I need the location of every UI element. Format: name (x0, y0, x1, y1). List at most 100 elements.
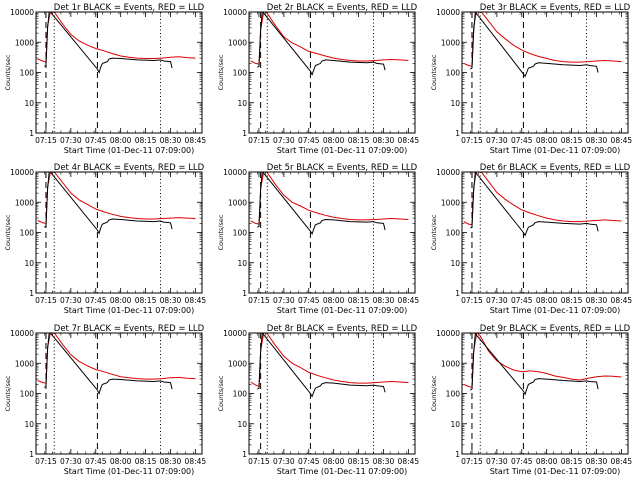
x-axis-label: Start Time (01-Dec-11 07:09:00) (277, 146, 408, 155)
x-tick-label: 07:30 (486, 296, 508, 305)
panel-title: Det 1r BLACK = Events, RED = LLD (54, 3, 205, 13)
x-tick-label: 07:15 (248, 136, 270, 145)
y-tick-label: 100 (446, 69, 461, 78)
detector-panel: Det 3r BLACK = Events, RED = LLD Counts/s… (430, 3, 632, 155)
y-axis-label: Counts/sec (217, 214, 225, 250)
x-tick-label: 07:45 (85, 296, 107, 305)
lld-rate-line (463, 12, 622, 67)
y-tick-label: 1000 (228, 38, 247, 47)
plot-frame (461, 171, 629, 294)
x-tick-label: 08:00 (536, 296, 558, 305)
x-tick-label: 07:30 (273, 457, 295, 466)
panel-title: Det 8r BLACK = Events, RED = LLD (267, 324, 418, 334)
plot-frame (35, 171, 203, 294)
x-tick-label: 07:45 (85, 136, 107, 145)
x-tick-label: 08:45 (185, 136, 207, 145)
y-tick-label: 1 (29, 129, 34, 138)
y-axis-label: Counts/sec (217, 54, 225, 90)
x-tick-label: 08:15 (135, 296, 157, 305)
x-tick-label: 08:00 (323, 457, 345, 466)
y-tick-label: 10 (24, 259, 34, 268)
x-tick-label: 07:15 (248, 296, 270, 305)
y-tick-label: 100 (233, 390, 248, 399)
detector-panel: Det 9r BLACK = Events, RED = LLD Counts/s… (430, 324, 632, 476)
x-tick-label: 07:15 (35, 296, 57, 305)
y-tick-label: 10000 (10, 168, 34, 177)
x-tick-label: 07:30 (486, 136, 508, 145)
y-tick-label: 10000 (223, 168, 247, 177)
y-tick-label: 1 (242, 129, 247, 138)
x-tick-label: 07:30 (60, 296, 82, 305)
events-rate-line (44, 333, 173, 395)
y-tick-label: 1 (29, 289, 34, 298)
plot-frame (461, 332, 629, 455)
y-tick-label: 10000 (10, 329, 34, 338)
y-tick-label: 10 (450, 420, 460, 429)
y-tick-label: 100 (20, 390, 35, 399)
events-rate-line (470, 12, 599, 78)
y-axis-label: Counts/sec (4, 375, 12, 411)
y-tick-label: 100 (233, 229, 248, 238)
x-tick-label: 07:15 (461, 136, 483, 145)
y-tick-label: 100 (20, 69, 35, 78)
lld-rate-line (250, 172, 409, 225)
events-rate-line (44, 12, 173, 74)
y-tick-label: 1 (242, 450, 247, 459)
x-tick-label: 07:15 (248, 457, 270, 466)
y-tick-label: 100 (446, 390, 461, 399)
x-tick-label: 08:30 (586, 457, 608, 466)
detector-panel: Det 5r BLACK = Events, RED = LLD Counts/s… (217, 163, 419, 315)
x-tick-label: 08:00 (536, 457, 558, 466)
x-tick-label: 07:30 (273, 296, 295, 305)
x-tick-label: 08:00 (323, 136, 345, 145)
x-tick-label: 08:45 (611, 457, 633, 466)
y-tick-label: 1000 (228, 198, 247, 207)
y-tick-label: 100 (233, 69, 248, 78)
x-tick-label: 07:45 (298, 457, 320, 466)
lld-rate-line (37, 333, 196, 384)
x-tick-label: 08:45 (185, 457, 207, 466)
events-rate-line (257, 172, 386, 236)
x-tick-label: 08:15 (348, 136, 370, 145)
y-tick-label: 10000 (436, 168, 460, 177)
x-tick-label: 08:45 (398, 136, 420, 145)
y-tick-label: 10000 (223, 329, 247, 338)
events-rate-line (257, 333, 386, 398)
x-tick-label: 08:15 (561, 296, 583, 305)
x-tick-label: 07:45 (511, 136, 533, 145)
y-axis-label: Counts/sec (4, 214, 12, 250)
x-tick-label: 08:00 (110, 457, 132, 466)
plot-frame (461, 11, 629, 134)
x-tick-label: 08:30 (373, 296, 395, 305)
x-tick-label: 08:30 (586, 136, 608, 145)
lld-rate-line (37, 12, 196, 63)
y-tick-label: 10 (450, 259, 460, 268)
x-tick-label: 07:45 (298, 136, 320, 145)
x-tick-label: 08:45 (185, 296, 207, 305)
detector-panel: Det 6r BLACK = Events, RED = LLD Counts/s… (430, 163, 632, 315)
y-axis-label: Counts/sec (430, 214, 438, 250)
x-axis-label: Start Time (01-Dec-11 07:09:00) (490, 146, 621, 155)
lld-rate-line (250, 333, 409, 388)
x-tick-label: 08:15 (348, 296, 370, 305)
y-tick-label: 10 (237, 420, 247, 429)
x-tick-label: 08:15 (135, 457, 157, 466)
plot-frame (248, 332, 416, 455)
events-rate-line (470, 333, 599, 396)
y-tick-label: 1000 (15, 198, 34, 207)
panel-title: Det 4r BLACK = Events, RED = LLD (54, 163, 205, 173)
x-axis-label: Start Time (01-Dec-11 07:09:00) (490, 467, 621, 476)
x-tick-label: 07:30 (60, 457, 82, 466)
y-tick-label: 100 (20, 229, 35, 238)
y-tick-label: 1000 (15, 359, 34, 368)
y-tick-label: 1000 (441, 198, 460, 207)
y-tick-label: 10 (24, 420, 34, 429)
x-tick-label: 08:30 (373, 136, 395, 145)
x-axis-label: Start Time (01-Dec-11 07:09:00) (64, 146, 195, 155)
plot-frame (35, 11, 203, 134)
y-axis-label: Counts/sec (217, 375, 225, 411)
x-axis-label: Start Time (01-Dec-11 07:09:00) (64, 306, 195, 315)
y-tick-label: 10 (450, 99, 460, 108)
y-tick-label: 1000 (228, 359, 247, 368)
